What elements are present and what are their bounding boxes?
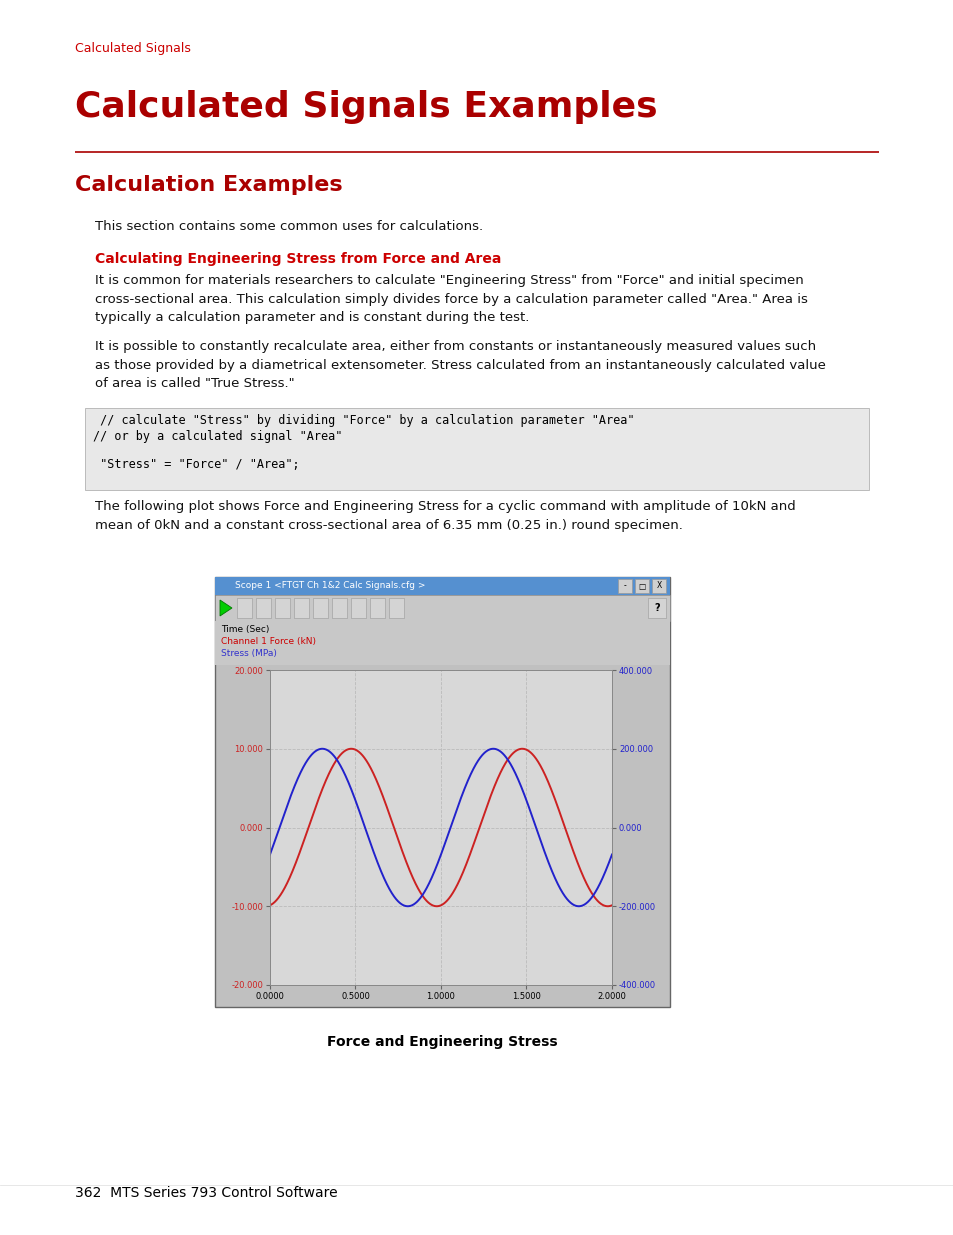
FancyBboxPatch shape — [214, 577, 669, 1007]
Text: Stress (MPa): Stress (MPa) — [221, 650, 276, 658]
Text: This section contains some common uses for calculations.: This section contains some common uses f… — [95, 220, 482, 233]
Text: -: - — [623, 582, 626, 590]
FancyBboxPatch shape — [635, 579, 648, 593]
Text: Calculated Signals: Calculated Signals — [75, 42, 191, 56]
FancyBboxPatch shape — [255, 598, 271, 618]
Text: Force and Engineering Stress: Force and Engineering Stress — [327, 1035, 558, 1049]
Text: Calculated Signals Examples: Calculated Signals Examples — [75, 90, 657, 124]
FancyBboxPatch shape — [85, 408, 868, 490]
Text: It is possible to constantly recalculate area, either from constants or instanta: It is possible to constantly recalculate… — [95, 340, 825, 390]
FancyBboxPatch shape — [370, 598, 385, 618]
Text: Calculation Examples: Calculation Examples — [75, 175, 342, 195]
Text: It is common for materials researchers to calculate "Engineering Stress" from "F: It is common for materials researchers t… — [95, 274, 807, 324]
Text: // calculate "Stress" by dividing "Force" by a calculation parameter "Area": // calculate "Stress" by dividing "Force… — [92, 414, 634, 427]
Text: Calculating Engineering Stress from Force and Area: Calculating Engineering Stress from Forc… — [95, 252, 501, 266]
FancyBboxPatch shape — [214, 621, 669, 664]
FancyBboxPatch shape — [647, 598, 665, 618]
FancyBboxPatch shape — [294, 598, 309, 618]
Polygon shape — [220, 600, 232, 616]
Text: "Stress" = "Force" / "Area";: "Stress" = "Force" / "Area"; — [92, 458, 299, 471]
FancyBboxPatch shape — [351, 598, 366, 618]
FancyBboxPatch shape — [214, 577, 669, 595]
Text: Time (Sec): Time (Sec) — [221, 625, 269, 634]
FancyBboxPatch shape — [618, 579, 631, 593]
FancyBboxPatch shape — [274, 598, 290, 618]
FancyBboxPatch shape — [313, 598, 328, 618]
FancyBboxPatch shape — [389, 598, 403, 618]
Text: Channel 1 Force (kN): Channel 1 Force (kN) — [221, 637, 315, 646]
FancyBboxPatch shape — [236, 598, 252, 618]
Text: Scope 1 <FTGT Ch 1&2 Calc Signals.cfg >: Scope 1 <FTGT Ch 1&2 Calc Signals.cfg > — [234, 582, 425, 590]
Text: 362  MTS Series 793 Control Software: 362 MTS Series 793 Control Software — [75, 1186, 337, 1200]
Text: The following plot shows Force and Engineering Stress for a cyclic command with : The following plot shows Force and Engin… — [95, 500, 795, 531]
Text: X: X — [656, 582, 661, 590]
Text: ?: ? — [654, 603, 659, 613]
Text: □: □ — [638, 582, 645, 590]
FancyBboxPatch shape — [651, 579, 665, 593]
Text: // or by a calculated signal "Area": // or by a calculated signal "Area" — [92, 430, 342, 443]
FancyBboxPatch shape — [214, 595, 669, 621]
FancyBboxPatch shape — [332, 598, 347, 618]
